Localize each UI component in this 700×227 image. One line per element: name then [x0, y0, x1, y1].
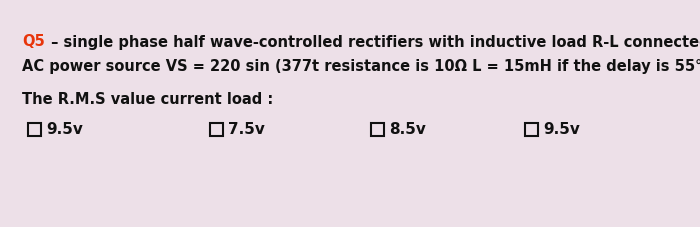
Text: – single phase half wave-controlled rectifiers with inductive load R-L connected: – single phase half wave-controlled rect…	[46, 35, 700, 49]
Text: 9.5v: 9.5v	[46, 121, 83, 136]
Text: 7.5v: 7.5v	[228, 121, 265, 136]
Text: The R.M.S value current load :: The R.M.S value current load :	[22, 92, 273, 108]
Bar	[371, 123, 384, 136]
Bar	[525, 123, 538, 136]
Text: AC power source VS = 220 sin (377t resistance is 10Ω L = 15mH if the delay is 55: AC power source VS = 220 sin (377t resis…	[22, 59, 700, 74]
Bar	[210, 123, 223, 136]
Text: Q5: Q5	[22, 35, 45, 49]
Bar	[28, 123, 41, 136]
Text: 9.5v: 9.5v	[543, 121, 580, 136]
Text: 8.5v: 8.5v	[389, 121, 426, 136]
